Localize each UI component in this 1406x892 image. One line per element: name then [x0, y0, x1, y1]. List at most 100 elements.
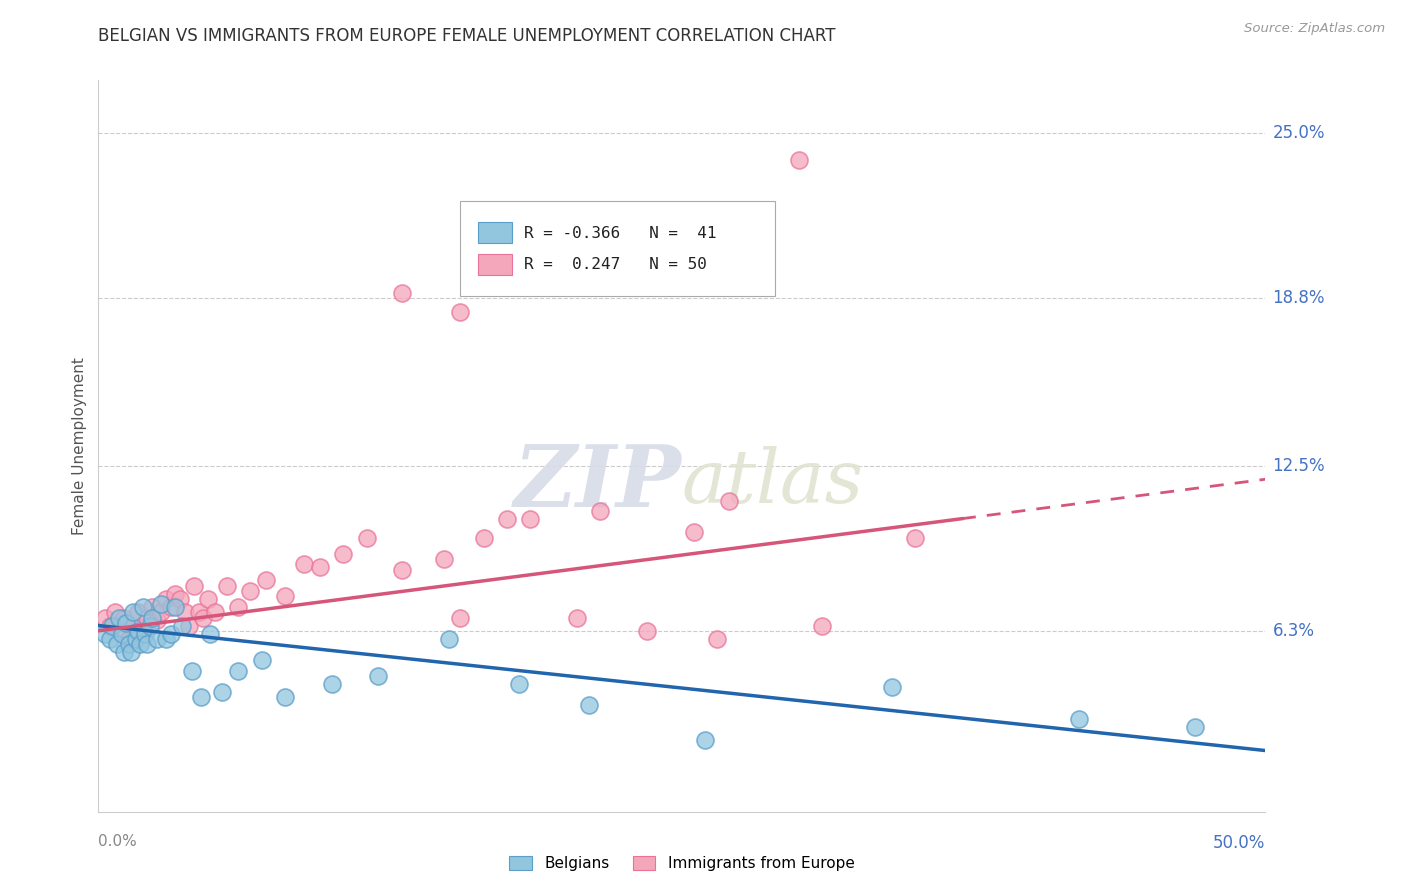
- Point: [204, 605, 226, 619]
- Point: [136, 637, 159, 651]
- Point: [122, 605, 145, 619]
- Point: [169, 591, 191, 606]
- Point: [94, 626, 117, 640]
- Point: [695, 732, 717, 747]
- Point: [150, 605, 173, 619]
- Point: [274, 589, 297, 603]
- Point: [165, 586, 187, 600]
- Point: [472, 531, 495, 545]
- Point: [172, 618, 194, 632]
- Point: [179, 618, 201, 632]
- Point: [228, 599, 250, 614]
- Point: [111, 626, 134, 640]
- Point: [1067, 712, 1090, 726]
- Point: [146, 632, 169, 646]
- Point: [180, 664, 202, 678]
- Point: [146, 613, 169, 627]
- Legend: Belgians, Immigrants from Europe: Belgians, Immigrants from Europe: [503, 850, 860, 877]
- Point: [578, 698, 600, 713]
- Point: [155, 632, 177, 646]
- Point: [190, 690, 212, 705]
- Point: [367, 669, 389, 683]
- Point: [112, 645, 135, 659]
- Point: [706, 632, 728, 646]
- Point: [717, 493, 740, 508]
- Point: [173, 605, 195, 619]
- FancyBboxPatch shape: [460, 201, 775, 296]
- Point: [165, 599, 187, 614]
- Point: [159, 626, 181, 640]
- Point: [1184, 720, 1206, 734]
- Point: [134, 626, 156, 640]
- Point: [811, 618, 834, 632]
- Point: [292, 558, 315, 572]
- Point: [508, 677, 530, 691]
- Point: [332, 547, 354, 561]
- Point: [139, 618, 162, 632]
- Point: [120, 645, 142, 659]
- Point: [356, 531, 378, 545]
- Point: [787, 153, 810, 167]
- Point: [589, 504, 612, 518]
- Point: [98, 618, 121, 632]
- FancyBboxPatch shape: [478, 254, 512, 276]
- Text: 6.3%: 6.3%: [1272, 622, 1315, 640]
- Point: [101, 618, 124, 632]
- Point: [127, 605, 149, 619]
- Point: [118, 637, 141, 651]
- Point: [519, 512, 541, 526]
- Text: 0.0%: 0.0%: [98, 834, 138, 849]
- Point: [433, 552, 456, 566]
- Point: [211, 685, 233, 699]
- Text: 12.5%: 12.5%: [1272, 457, 1324, 475]
- Text: 50.0%: 50.0%: [1213, 834, 1265, 852]
- Text: ZIP: ZIP: [515, 441, 682, 524]
- Point: [449, 304, 471, 318]
- Point: [193, 610, 215, 624]
- Point: [187, 605, 209, 619]
- Point: [118, 632, 141, 646]
- Point: [132, 624, 155, 638]
- Point: [200, 626, 222, 640]
- Point: [98, 632, 121, 646]
- Point: [104, 605, 127, 619]
- Point: [136, 610, 159, 624]
- Point: [449, 610, 471, 624]
- Point: [309, 560, 332, 574]
- Point: [127, 624, 149, 638]
- Point: [250, 653, 273, 667]
- Point: [129, 637, 152, 651]
- Point: [115, 615, 138, 630]
- Point: [155, 591, 177, 606]
- Text: 18.8%: 18.8%: [1272, 289, 1324, 308]
- Text: BELGIAN VS IMMIGRANTS FROM EUROPE FEMALE UNEMPLOYMENT CORRELATION CHART: BELGIAN VS IMMIGRANTS FROM EUROPE FEMALE…: [98, 27, 837, 45]
- FancyBboxPatch shape: [478, 222, 512, 243]
- Point: [197, 591, 219, 606]
- Point: [141, 610, 163, 624]
- Point: [391, 286, 413, 301]
- Point: [125, 632, 148, 646]
- Text: 25.0%: 25.0%: [1272, 125, 1324, 143]
- Point: [108, 610, 131, 624]
- Point: [880, 680, 903, 694]
- Point: [159, 599, 181, 614]
- Point: [215, 579, 238, 593]
- Point: [437, 632, 460, 646]
- Text: R = -0.366   N =  41: R = -0.366 N = 41: [524, 227, 717, 242]
- Text: R =  0.247   N = 50: R = 0.247 N = 50: [524, 257, 707, 272]
- Point: [150, 597, 173, 611]
- Point: [112, 610, 135, 624]
- Point: [228, 664, 250, 678]
- Text: Source: ZipAtlas.com: Source: ZipAtlas.com: [1244, 22, 1385, 36]
- Point: [321, 677, 343, 691]
- Point: [495, 512, 517, 526]
- Point: [274, 690, 297, 705]
- Point: [565, 610, 588, 624]
- Point: [105, 637, 128, 651]
- Point: [141, 599, 163, 614]
- Point: [636, 624, 658, 638]
- Text: atlas: atlas: [682, 446, 865, 519]
- Point: [682, 525, 704, 540]
- Point: [122, 618, 145, 632]
- Point: [132, 599, 155, 614]
